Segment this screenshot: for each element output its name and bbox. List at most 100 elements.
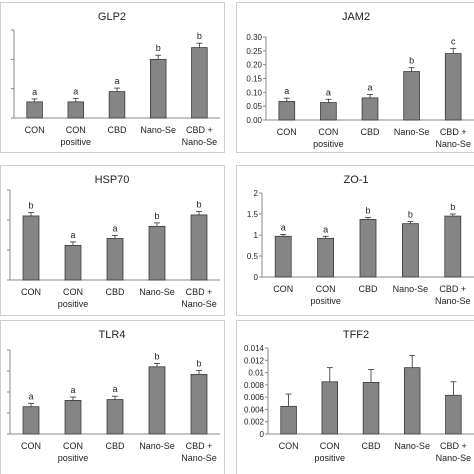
zo-1-category-label: positive bbox=[310, 296, 341, 306]
tlr4-bar bbox=[190, 373, 208, 435]
glp2-significance-label: b bbox=[156, 43, 161, 53]
tff2-category-label: CON bbox=[320, 441, 340, 451]
tff2-category-label: CBD bbox=[361, 441, 381, 451]
tff2-category-label: CON bbox=[279, 441, 299, 451]
glp2-category-label: CON bbox=[66, 125, 86, 135]
tff2-category-label: Nano-Se bbox=[436, 453, 472, 463]
tlr4-bar bbox=[106, 399, 124, 435]
tlr4-significance-label: b bbox=[196, 359, 201, 369]
jam2-y-tick-label: 0.30 bbox=[246, 33, 262, 42]
zo-1-category-label: CON bbox=[316, 284, 336, 294]
zo-1-bar bbox=[359, 219, 377, 278]
glp2-bar bbox=[149, 58, 167, 119]
glp2-category-label: CBD bbox=[107, 125, 127, 135]
glp2-bar bbox=[191, 47, 208, 119]
jam2-bar bbox=[278, 101, 296, 121]
zo-1-significance-label: b bbox=[408, 210, 413, 220]
tff2-bar bbox=[403, 367, 421, 435]
hsp70-bar bbox=[148, 225, 166, 281]
zo-1-panel-border bbox=[236, 165, 474, 316]
glp2-title: GLP2 bbox=[98, 11, 126, 23]
tlr4-category-label: CON bbox=[63, 441, 83, 451]
jam2-bar bbox=[320, 102, 337, 121]
jam2-category-label: CBD + bbox=[440, 127, 467, 137]
zo-1-category-label: CBD bbox=[358, 284, 378, 294]
tff2-y-tick-label: 0.002 bbox=[244, 418, 265, 427]
zo-1-category-label: Nano-Se bbox=[435, 296, 471, 306]
glp2-panel-border bbox=[0, 2, 225, 153]
hsp70-significance-label: b bbox=[154, 211, 159, 221]
zo-1-significance-label: a bbox=[281, 223, 286, 233]
tlr4-panel-border bbox=[0, 320, 225, 474]
tff2-bar bbox=[321, 381, 339, 435]
tff2-bar bbox=[280, 405, 297, 435]
hsp70-category-label: positive bbox=[58, 299, 89, 309]
zo-1-y-tick-label: 1.5 bbox=[247, 210, 259, 219]
tff2-y-tick-label: 0.014 bbox=[244, 344, 265, 353]
tlr4-category-label: CON bbox=[21, 441, 41, 451]
tlr4-bar bbox=[22, 406, 40, 435]
glp2-bar bbox=[26, 101, 43, 119]
glp2-category-label: positive bbox=[61, 137, 92, 147]
zo-1-y-tick-label: 1 bbox=[254, 231, 259, 240]
tff2-y-tick-label: 0.004 bbox=[244, 405, 265, 414]
tlr4-category-label: CBD bbox=[105, 441, 125, 451]
tlr4-category-label: Nano-Se bbox=[139, 441, 175, 451]
tlr4-significance-label: b bbox=[154, 351, 159, 361]
zo-1-category-label: CON bbox=[273, 284, 293, 294]
hsp70-significance-label: b bbox=[196, 199, 201, 209]
glp2-category-label: CBD + bbox=[186, 125, 213, 135]
jam2-y-tick-label: 0.10 bbox=[246, 88, 262, 97]
tlr4-significance-label: a bbox=[70, 385, 75, 395]
hsp70-panel-border bbox=[0, 165, 225, 316]
tff2-title: TFF2 bbox=[343, 329, 369, 341]
jam2-y-tick-label: 0.00 bbox=[246, 116, 262, 125]
zo-1-category-label: Nano-Se bbox=[393, 284, 429, 294]
zo-1-significance-label: b bbox=[365, 205, 370, 215]
hsp70-bar bbox=[106, 238, 124, 281]
jam2-significance-label: a bbox=[367, 83, 372, 93]
hsp70-category-label: Nano-Se bbox=[181, 299, 217, 309]
tlr4-bar bbox=[148, 366, 166, 435]
tlr4-title: TLR4 bbox=[99, 329, 126, 341]
hsp70-category-label: CBD + bbox=[186, 287, 213, 297]
jam2-y-tick-label: 0.15 bbox=[246, 75, 262, 84]
glp2-significance-label: b bbox=[197, 31, 202, 41]
tlr4-significance-label: a bbox=[112, 384, 117, 394]
tff2-bar bbox=[445, 394, 462, 435]
tlr4-bar bbox=[64, 399, 82, 435]
tlr4-category-label: CBD + bbox=[186, 441, 213, 451]
glp2-bar bbox=[67, 101, 85, 119]
jam2-category-label: CON bbox=[318, 127, 338, 137]
zo-1-bar bbox=[274, 235, 292, 278]
zo-1-bar bbox=[401, 223, 419, 278]
zo-1-bar bbox=[317, 237, 335, 278]
tff2-y-tick-label: 0.006 bbox=[244, 393, 265, 402]
glp2-category-label: CON bbox=[25, 125, 45, 135]
hsp70-category-label: Nano-Se bbox=[139, 287, 175, 297]
jam2-y-tick-label: 0.25 bbox=[246, 47, 262, 56]
zo-1-y-tick-label: 0.5 bbox=[247, 252, 259, 261]
hsp70-bar bbox=[22, 215, 40, 281]
jam2-significance-label: a bbox=[326, 87, 331, 97]
hsp70-title: HSP70 bbox=[95, 174, 130, 186]
jam2-significance-label: c bbox=[451, 37, 456, 47]
tff2-y-tick-label: 0 bbox=[260, 430, 265, 439]
tff2-category-label: CBD + bbox=[440, 441, 467, 451]
hsp70-significance-label: a bbox=[70, 230, 75, 240]
tff2-category-label: Nano-Se bbox=[394, 441, 430, 451]
tlr4-significance-label: a bbox=[28, 391, 33, 401]
jam2-category-label: CON bbox=[277, 127, 297, 137]
jam2-significance-label: a bbox=[284, 86, 289, 96]
jam2-bar bbox=[444, 53, 462, 121]
jam2-significance-label: b bbox=[409, 56, 414, 66]
jam2-y-tick-label: 0.20 bbox=[246, 61, 262, 70]
jam2-category-label: Nano-Se bbox=[394, 127, 430, 137]
tff2-panel-border bbox=[236, 320, 474, 474]
jam2-bar bbox=[361, 97, 379, 121]
glp2-category-label: Nano-Se bbox=[182, 137, 218, 147]
hsp70-significance-label: b bbox=[28, 201, 33, 211]
jam2-category-label: Nano-Se bbox=[435, 139, 471, 149]
jam2-y-tick-label: 0.05 bbox=[246, 102, 262, 111]
